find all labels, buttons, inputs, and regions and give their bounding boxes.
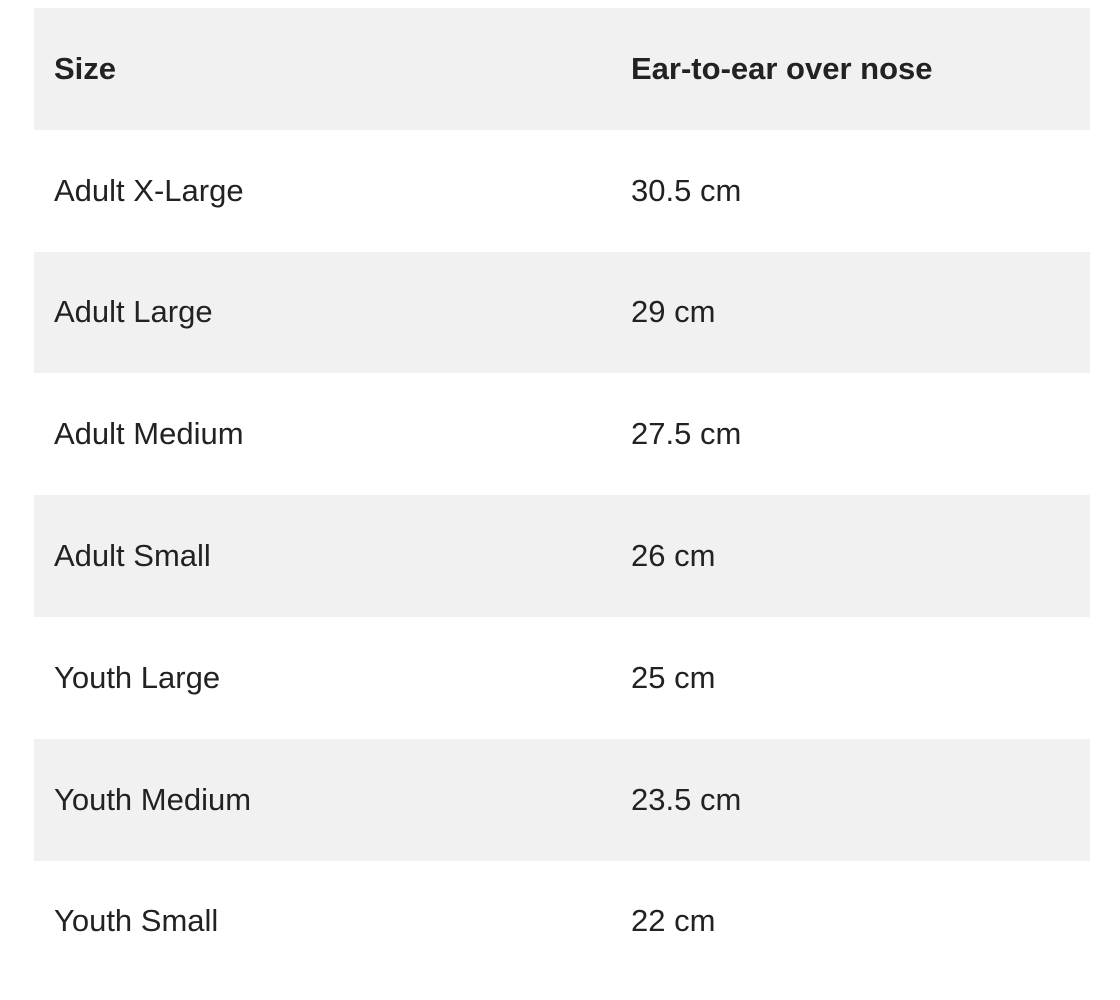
measurement-cell: 29 cm (631, 294, 716, 330)
measurement-cell: 23.5 cm (631, 781, 742, 817)
measurement-cell: 25 cm (631, 659, 716, 695)
measurement-cell: 22 cm (631, 903, 716, 939)
size-cell: Adult Medium (54, 416, 244, 452)
size-cell: Youth Large (54, 659, 221, 695)
size-cell: Youth Medium (54, 781, 252, 817)
table-row: Adult Medium 27.5 cm (34, 373, 1090, 495)
table-row: Youth Large 25 cm (34, 617, 1090, 739)
size-cell: Adult Small (54, 538, 211, 574)
table-header-row: Size Ear-to-ear over nose (34, 8, 1090, 130)
size-cell: Adult X-Large (54, 172, 244, 208)
table-row: Youth Medium 23.5 cm (34, 738, 1090, 861)
table-row: Adult Large 29 cm (34, 251, 1090, 374)
table-row: Youth Small 22 cm (34, 861, 1090, 983)
header-ear-to-ear: Ear-to-ear over nose (631, 50, 933, 86)
table-row: Adult Small 26 cm (34, 495, 1090, 617)
size-cell: Adult Large (54, 294, 213, 330)
table-row: Adult X-Large 30.5 cm (34, 130, 1090, 252)
measurement-cell: 26 cm (631, 538, 716, 574)
size-cell: Youth Small (54, 903, 219, 939)
size-chart-table: Size Ear-to-ear over nose Adult X-Large 3… (34, 8, 1090, 982)
measurement-cell: 27.5 cm (631, 416, 742, 452)
header-size: Size (54, 50, 117, 86)
measurement-cell: 30.5 cm (631, 172, 742, 208)
